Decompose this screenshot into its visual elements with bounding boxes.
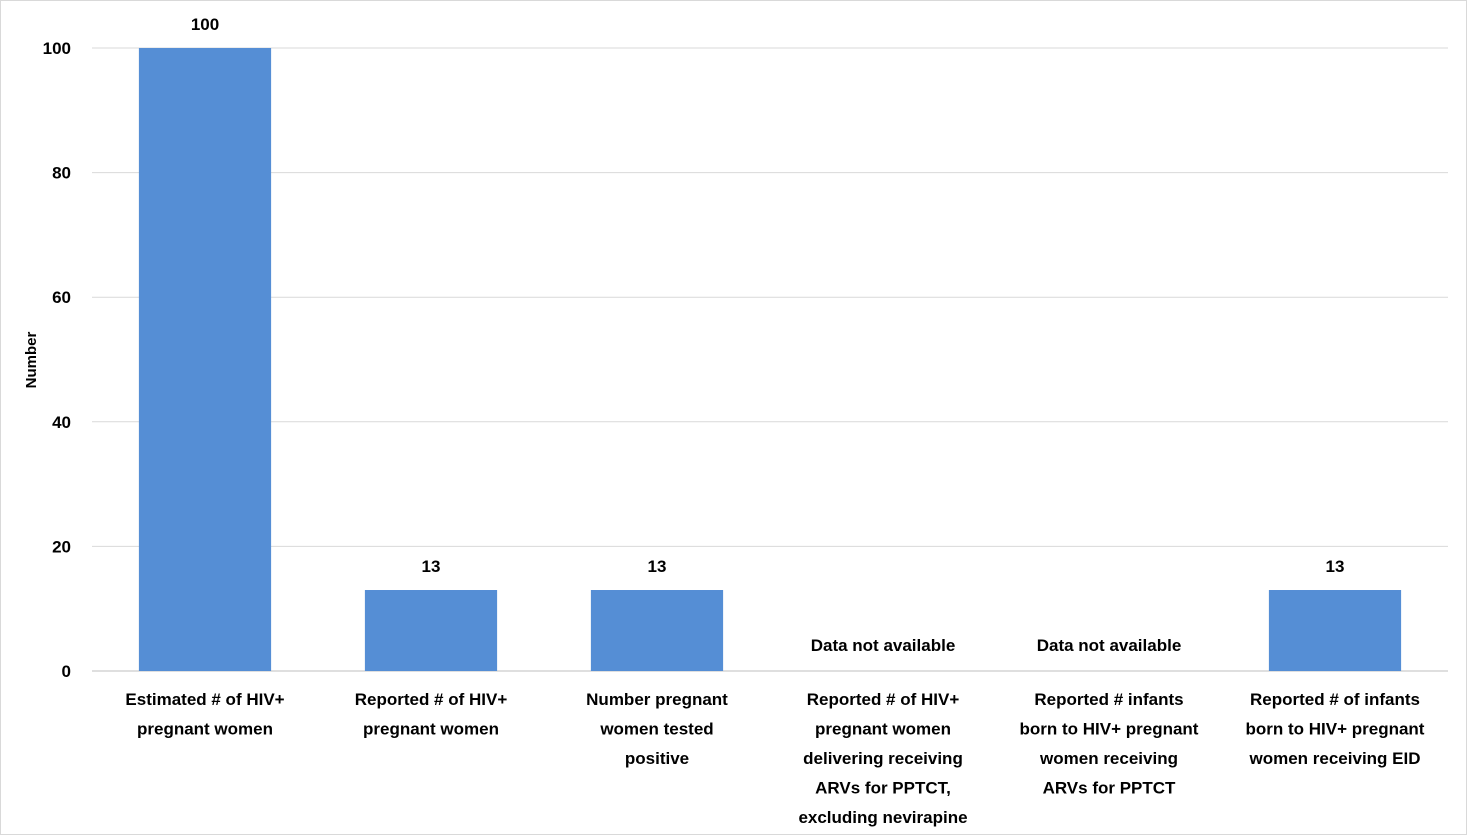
gridlines (92, 47, 1448, 672)
y-tick-label: 0 (62, 662, 71, 681)
y-axis-title: Number (23, 332, 40, 389)
bar (1268, 590, 1402, 671)
bar (364, 590, 498, 671)
data-label: Data not available (811, 636, 956, 655)
data-label: 100 (191, 15, 219, 34)
y-tick-label: 20 (52, 537, 71, 556)
x-axis-labels: Estimated # of HIV+ pregnant women Reporte… (125, 690, 1424, 827)
y-tick-label: 80 (52, 164, 71, 183)
x-tick-label: Number pregnant women tested positive (586, 690, 728, 768)
data-label: 13 (422, 557, 441, 576)
x-tick-label: Reported # infants born to HIV+ pregnant w… (1020, 690, 1199, 798)
data-labels: 100 13 13 Data not available Data not availa… (191, 15, 1345, 655)
y-tick-label: 60 (52, 288, 71, 307)
x-tick-label: Reported # of infants born to HIV+ pregna… (1246, 690, 1425, 768)
y-tick-label: 100 (43, 39, 71, 58)
x-tick-label: Reported # of HIV+ pregnant women (355, 690, 508, 739)
data-label: 13 (1326, 557, 1345, 576)
data-label: Data not available (1037, 636, 1182, 655)
data-label: 13 (648, 557, 667, 576)
y-axis-ticks: 0 20 40 60 80 100 (43, 39, 71, 681)
bars (138, 48, 1402, 671)
bar (138, 48, 272, 671)
x-tick-label: Estimated # of HIV+ pregnant women (125, 690, 284, 739)
bar (590, 590, 724, 671)
y-tick-label: 40 (52, 413, 71, 432)
x-tick-label: Reported # of HIV+ pregnant women deliveri… (798, 690, 967, 827)
